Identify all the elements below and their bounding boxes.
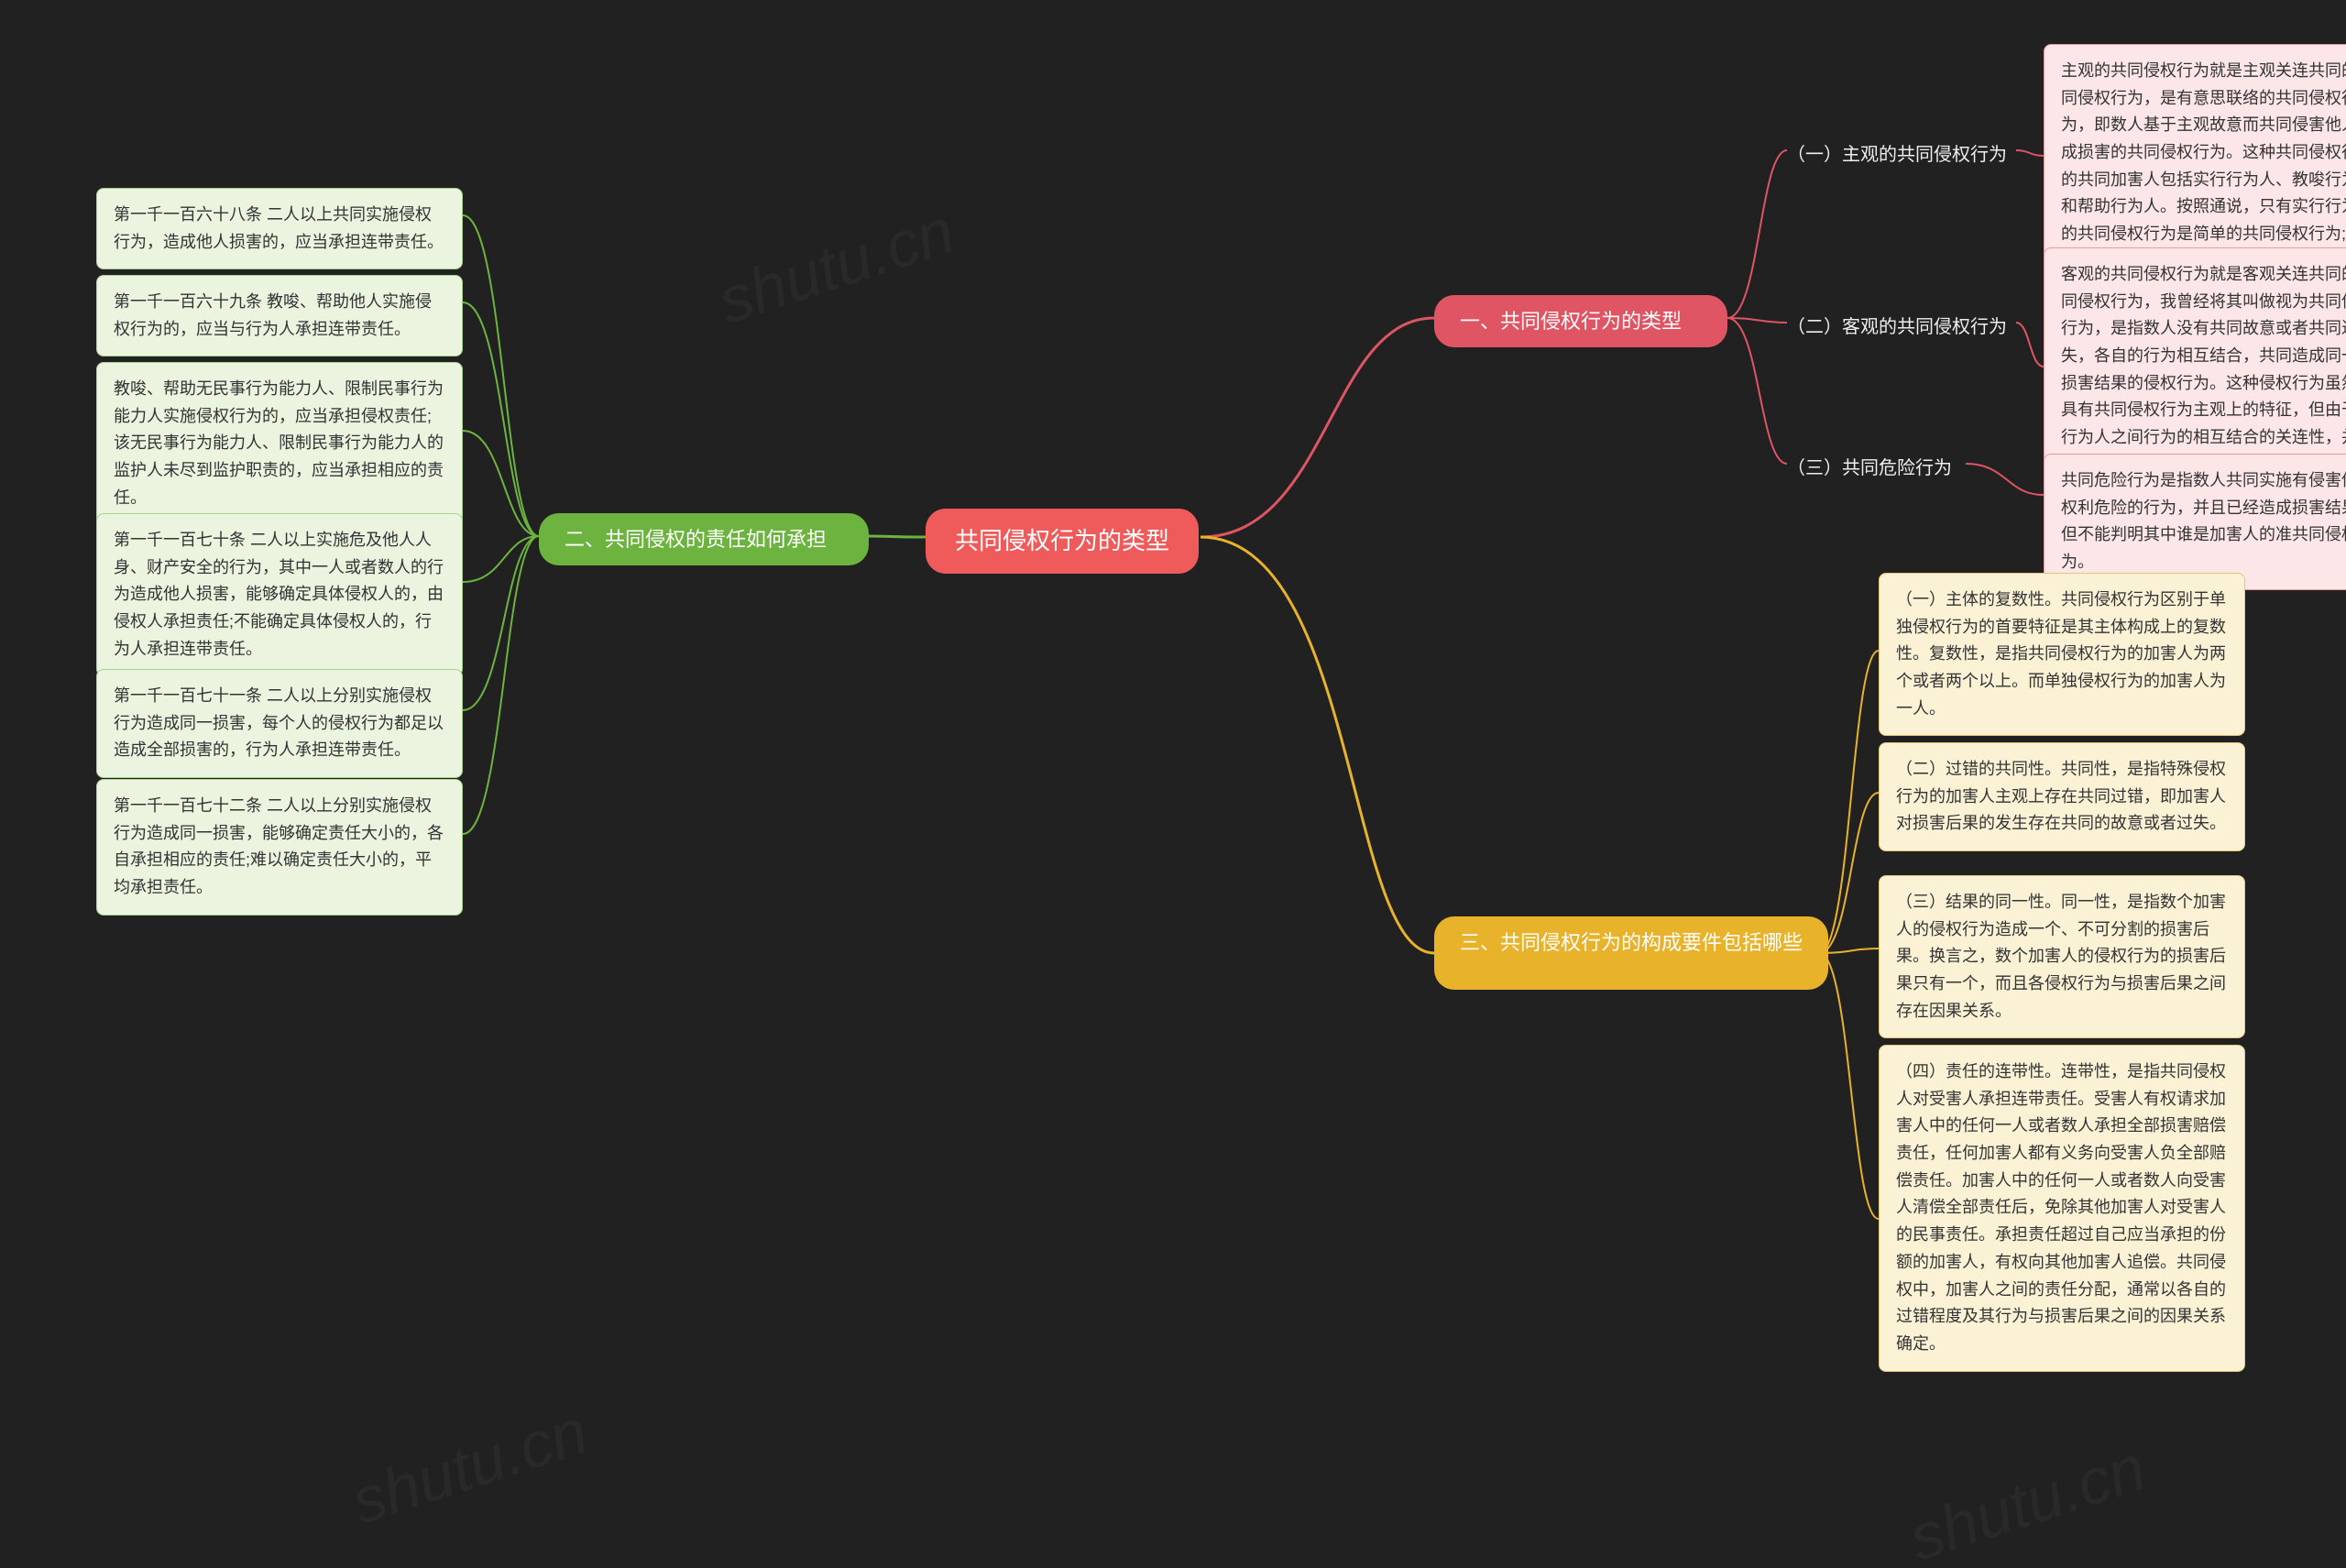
branch-3-node: 三、共同侵权行为的构成要件包括哪些 xyxy=(1434,916,1828,990)
branch-2-node: 二、共同侵权的责任如何承担 xyxy=(539,513,869,565)
watermark: shutu.cn xyxy=(709,193,962,338)
root-node: 共同侵权行为的类型 xyxy=(926,509,1199,574)
branch-2-leaf-5: 第一千一百七十一条 二人以上分别实施侵权行为造成同一损害，每个人的侵权行为都足以… xyxy=(96,669,463,778)
branch-1-sub-1: （一）主观的共同侵权行为 xyxy=(1787,139,2007,166)
branch-3-leaf-4: （四）责任的连带性。连带性，是指共同侵权人对受害人承担连带责任。受害人有权请求加… xyxy=(1879,1045,2245,1372)
watermark: shutu.cn xyxy=(343,1394,596,1539)
branch-1-sub-2: （二）客观的共同侵权行为 xyxy=(1787,312,2007,338)
branch-3-leaf-1: （一）主体的复数性。共同侵权行为区别于单独侵权行为的首要特征是其主体构成上的复数… xyxy=(1879,573,2245,736)
branch-1-sub-3: （三）共同危险行为 xyxy=(1787,453,1952,479)
branch-3-leaf-3: （三）结果的同一性。同一性，是指数个加害人的侵权行为造成一个、不可分割的损害后果… xyxy=(1879,875,2245,1038)
branch-2-leaf-6: 第一千一百七十二条 二人以上分别实施侵权行为造成同一损害，能够确定责任大小的，各… xyxy=(96,779,463,916)
branch-2-leaf-1: 第一千一百六十八条 二人以上共同实施侵权行为，造成他人损害的，应当承担连带责任。 xyxy=(96,188,463,269)
branch-1-node: 一、共同侵权行为的类型 xyxy=(1434,295,1727,347)
watermark: shutu.cn xyxy=(1901,1431,2154,1568)
branch-2-leaf-3: 教唆、帮助无民事行为能力人、限制民事行为能力人实施侵权行为的，应当承担侵权责任;… xyxy=(96,362,463,525)
branch-2-leaf-4: 第一千一百七十条 二人以上实施危及他人人身、财产安全的行为，其中一人或者数人的行… xyxy=(96,513,463,676)
branch-2-leaf-2: 第一千一百六十九条 教唆、帮助他人实施侵权行为的，应当与行为人承担连带责任。 xyxy=(96,275,463,356)
branch-3-leaf-2: （二）过错的共同性。共同性，是指特殊侵权行为的加害人主观上存在共同过错，即加害人… xyxy=(1879,742,2245,851)
mindmap-canvas: { "background": "#212121", "watermark_te… xyxy=(0,0,2346,1568)
branch-1-leaf-3: 共同危险行为是指数人共同实施有侵害他人权利危险的行为，并且已经造成损害结果，但不… xyxy=(2044,454,2346,590)
